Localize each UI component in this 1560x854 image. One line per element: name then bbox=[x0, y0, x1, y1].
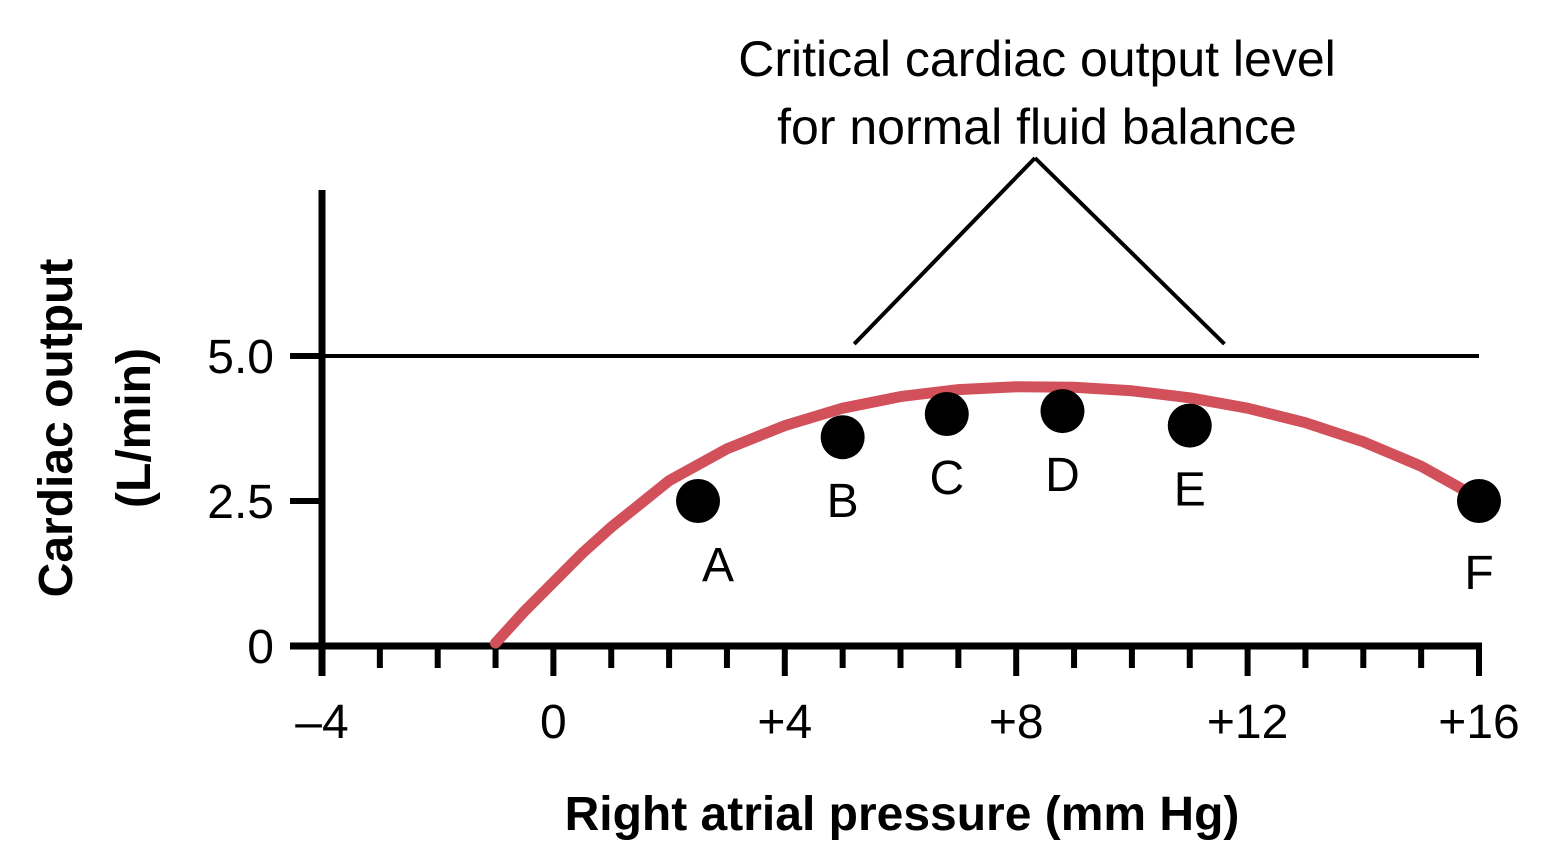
data-point-label: F bbox=[1464, 547, 1493, 600]
annotation-text-line: for normal fluid balance bbox=[777, 99, 1297, 155]
x-tick-label: 0 bbox=[540, 696, 567, 749]
axes: –4 0 +4 +8 +12 +16 0 2.5 5.0 bbox=[207, 190, 1520, 749]
y-axis-title-line: (L/min) bbox=[108, 348, 161, 508]
data-point-d bbox=[1040, 389, 1085, 434]
data-point-c bbox=[924, 392, 969, 436]
data-point-f bbox=[1457, 479, 1501, 523]
x-tick-label: –4 bbox=[295, 696, 348, 749]
cardiac-output-curve bbox=[490, 381, 1479, 649]
x-tick-label: +12 bbox=[1207, 696, 1288, 749]
y-tick-label: 5.0 bbox=[207, 331, 274, 384]
data-point-e bbox=[1167, 403, 1212, 448]
x-axis-title: Right atrial pressure (mm Hg) bbox=[565, 788, 1240, 841]
y-axis-title: Cardiac output (L/min) bbox=[30, 259, 161, 598]
annotation-text-line: Critical cardiac output level bbox=[738, 31, 1336, 87]
points-group: A B C D E F bbox=[676, 389, 1501, 600]
annotation-pointer-line bbox=[852, 156, 1037, 346]
x-tick-label: +4 bbox=[757, 696, 812, 749]
y-tick-label: 2.5 bbox=[207, 476, 274, 529]
data-point-b bbox=[820, 415, 865, 460]
x-tick-label: +16 bbox=[1438, 696, 1519, 749]
data-point-label: C bbox=[929, 452, 964, 505]
y-tick-label: 0 bbox=[247, 621, 274, 674]
x-tick-label: +8 bbox=[989, 696, 1044, 749]
data-point-a bbox=[676, 479, 721, 523]
y-axis-title-line: Cardiac output bbox=[30, 259, 83, 598]
data-point-label: E bbox=[1174, 464, 1206, 517]
data-point-label: D bbox=[1045, 449, 1080, 502]
series-group bbox=[490, 381, 1479, 649]
annotation-pointer-line bbox=[1033, 156, 1226, 346]
data-point-label: B bbox=[827, 475, 859, 528]
annotation: Critical cardiac output level for normal … bbox=[738, 31, 1336, 346]
data-point-label: A bbox=[702, 539, 734, 592]
